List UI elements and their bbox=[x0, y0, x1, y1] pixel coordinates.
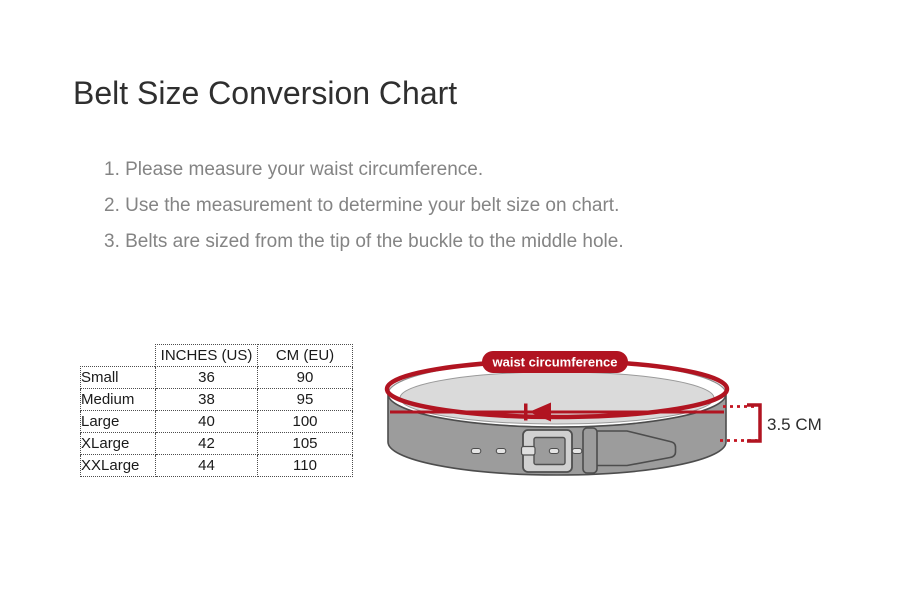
belt-hole bbox=[548, 447, 560, 455]
inches-cell: 40 bbox=[155, 410, 258, 433]
instructions-list: 1. Please measure your waist circumferen… bbox=[104, 159, 624, 267]
waist-label-pill bbox=[482, 351, 628, 373]
table-row: XLarge 42 105 bbox=[80, 432, 353, 455]
size-cell: XLarge bbox=[80, 432, 156, 455]
buckle-prong bbox=[520, 445, 536, 456]
inches-column-header: INCHES (US) bbox=[155, 344, 258, 367]
cm-column-header: CM (EU) bbox=[257, 344, 353, 367]
inches-cell: 38 bbox=[155, 388, 258, 411]
cm-cell: 100 bbox=[257, 410, 353, 433]
table-header-row: INCHES (US) CM (EU) bbox=[80, 344, 353, 367]
belt-tip bbox=[595, 430, 677, 467]
cm-cell: 95 bbox=[257, 388, 353, 411]
table-row: Medium 38 95 bbox=[80, 388, 353, 411]
measure-tick bbox=[524, 403, 528, 421]
cm-cell: 90 bbox=[257, 366, 353, 389]
belt-buckle bbox=[522, 429, 573, 473]
table-row: Large 40 100 bbox=[80, 410, 353, 433]
page-title: Belt Size Conversion Chart bbox=[73, 75, 458, 111]
table-row: XXLarge 44 110 bbox=[80, 454, 353, 477]
inches-cell: 36 bbox=[155, 366, 258, 389]
instruction-step-1: 1. Please measure your waist circumferen… bbox=[104, 159, 484, 180]
measure-arrow-icon bbox=[529, 402, 551, 422]
instruction-step-2: 2. Use the measurement to determine your… bbox=[104, 195, 620, 216]
size-cell: Large bbox=[80, 410, 156, 433]
table-row: Small 36 90 bbox=[80, 366, 353, 389]
belt-hole bbox=[470, 447, 482, 455]
waist-label-badge: waist circumference bbox=[482, 351, 628, 373]
size-cell: Small bbox=[80, 366, 156, 389]
cm-cell: 105 bbox=[257, 432, 353, 455]
belt-width-label: 3.5 CM bbox=[767, 415, 822, 434]
size-cell: Medium bbox=[80, 388, 156, 411]
cm-cell: 110 bbox=[257, 454, 353, 477]
belt-hole bbox=[571, 447, 583, 455]
inches-cell: 44 bbox=[155, 454, 258, 477]
belt-hole bbox=[495, 447, 507, 455]
instruction-step-3: 3. Belts are sized from the tip of the b… bbox=[104, 231, 624, 252]
inches-cell: 42 bbox=[155, 432, 258, 455]
width-bracket bbox=[747, 403, 762, 443]
belt-diagram: waist circumference 3.5 CM bbox=[384, 351, 822, 476]
corner-cell bbox=[80, 344, 156, 367]
belt-keeper bbox=[582, 427, 598, 474]
size-cell: XXLarge bbox=[80, 454, 156, 477]
size-conversion-table: INCHES (US) CM (EU) Small 36 90 Medium 3… bbox=[80, 344, 353, 477]
waist-label-text: waist circumference bbox=[491, 355, 617, 370]
